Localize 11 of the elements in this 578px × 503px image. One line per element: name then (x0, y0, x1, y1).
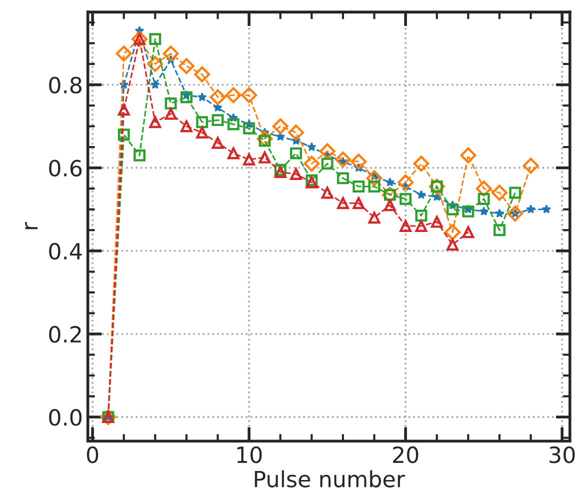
y-tick-label: 0.0 (49, 408, 82, 426)
y-tick-label: 0.2 (49, 326, 81, 343)
x-axis-title: Pulse number (254, 470, 406, 488)
x-tick-label: 20 (393, 446, 418, 464)
y-axis-title: r (25, 222, 38, 230)
y-tick-label: 0.6 (49, 160, 82, 177)
x-tick-label: 0 (86, 446, 98, 464)
y-tick-label: 0.4 (49, 242, 82, 260)
x-tick-label: 10 (237, 446, 262, 464)
y-tick-label: 0.8 (49, 76, 82, 94)
x-tick-label: 30 (550, 446, 575, 464)
